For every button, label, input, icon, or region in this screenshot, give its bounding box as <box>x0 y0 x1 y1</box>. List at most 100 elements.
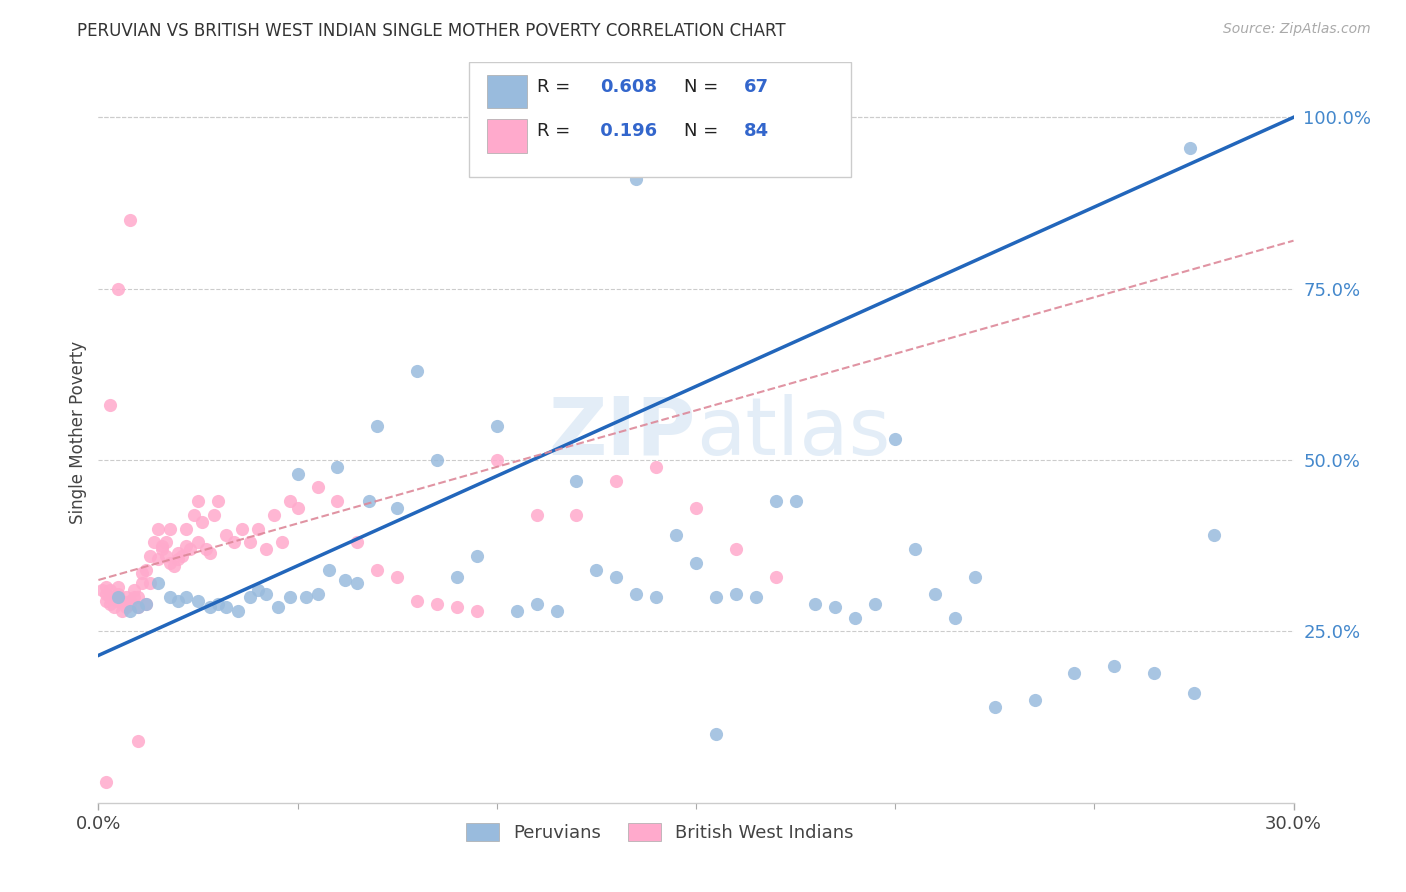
Point <box>187 494 209 508</box>
Point <box>685 556 707 570</box>
Point <box>626 172 648 186</box>
Point <box>645 590 668 604</box>
Point <box>167 552 190 566</box>
Legend: Peruvians, British West Indians: Peruvians, British West Indians <box>460 815 860 849</box>
FancyBboxPatch shape <box>470 62 852 178</box>
Point <box>96 775 118 789</box>
Point <box>1063 665 1085 680</box>
Point <box>605 474 627 488</box>
Point <box>865 597 887 611</box>
Point <box>120 604 142 618</box>
Point <box>107 593 129 607</box>
Point <box>884 433 907 447</box>
Point <box>120 597 142 611</box>
Point <box>115 600 138 615</box>
Point <box>485 418 508 433</box>
Point <box>135 597 157 611</box>
Point <box>226 604 249 618</box>
Point <box>446 569 468 583</box>
Point <box>406 364 429 378</box>
Point <box>239 535 262 549</box>
Text: R =: R = <box>537 78 576 95</box>
Point <box>187 535 209 549</box>
Point <box>207 494 229 508</box>
Point <box>426 597 449 611</box>
Point <box>107 587 129 601</box>
Point <box>148 552 170 566</box>
Text: 84: 84 <box>744 122 769 140</box>
Point <box>294 590 316 604</box>
Point <box>174 539 197 553</box>
Point <box>167 593 190 607</box>
Point <box>115 590 138 604</box>
Point <box>103 590 125 604</box>
Point <box>222 535 245 549</box>
Point <box>984 699 1007 714</box>
Point <box>96 587 118 601</box>
Point <box>148 576 170 591</box>
Point <box>159 522 181 536</box>
Point <box>446 600 468 615</box>
Text: 0.608: 0.608 <box>600 78 658 95</box>
Text: N =: N = <box>685 122 724 140</box>
Point <box>267 600 290 615</box>
Text: 0.196: 0.196 <box>595 122 658 140</box>
Point <box>326 459 349 474</box>
Point <box>287 501 309 516</box>
Y-axis label: Single Mother Poverty: Single Mother Poverty <box>69 341 87 524</box>
Point <box>526 508 548 522</box>
Point <box>187 593 209 607</box>
Point <box>745 590 768 604</box>
Point <box>111 593 134 607</box>
Point <box>645 459 668 474</box>
Point <box>307 480 329 494</box>
Point <box>174 590 197 604</box>
Point <box>239 590 262 604</box>
Point <box>127 600 149 615</box>
Point <box>359 494 381 508</box>
Point <box>98 590 122 604</box>
Point <box>307 587 329 601</box>
Point <box>1182 686 1205 700</box>
Point <box>406 593 429 607</box>
Point <box>785 494 807 508</box>
Text: 67: 67 <box>744 78 769 95</box>
Point <box>287 467 309 481</box>
Point <box>605 569 627 583</box>
Point <box>335 573 357 587</box>
Point <box>506 604 529 618</box>
Point <box>150 539 173 553</box>
Point <box>198 600 221 615</box>
Point <box>215 528 238 542</box>
Text: R =: R = <box>537 122 576 140</box>
Point <box>107 590 129 604</box>
Point <box>565 474 588 488</box>
Point <box>1104 658 1126 673</box>
Point <box>804 597 827 611</box>
Point <box>202 508 225 522</box>
Point <box>318 563 340 577</box>
Point <box>183 508 205 522</box>
Point <box>96 580 118 594</box>
Point <box>195 542 218 557</box>
Point <box>346 535 368 549</box>
Point <box>254 542 277 557</box>
Point <box>198 545 221 559</box>
Point <box>159 556 181 570</box>
Point <box>124 590 146 604</box>
Point <box>135 597 157 611</box>
Point <box>231 522 253 536</box>
Point <box>155 535 177 549</box>
Point <box>98 398 122 412</box>
Point <box>159 590 181 604</box>
Point <box>91 583 114 598</box>
Point <box>485 453 508 467</box>
Point <box>139 576 162 591</box>
Point <box>148 522 170 536</box>
Point <box>107 580 129 594</box>
Point <box>278 494 301 508</box>
Point <box>246 583 269 598</box>
Point <box>103 600 125 615</box>
Point <box>96 593 118 607</box>
Point <box>426 453 449 467</box>
